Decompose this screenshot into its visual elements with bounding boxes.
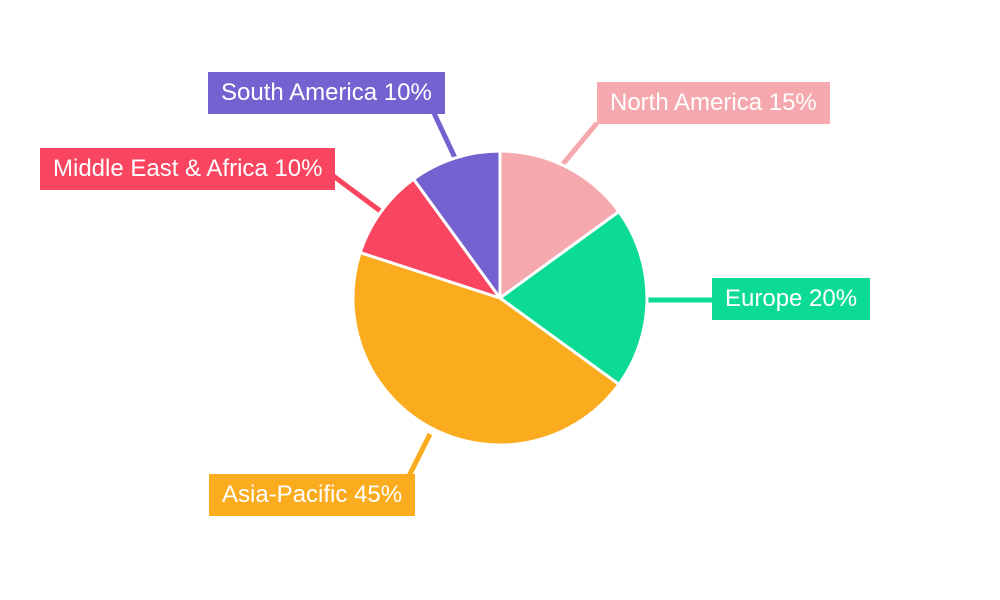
pie-slice-south-america[interactable]	[412, 149, 502, 300]
pie-slices	[351, 149, 649, 447]
pie-slice-north-america[interactable]	[498, 149, 621, 300]
callout-label-south-america: South America 10%	[208, 72, 445, 114]
callout-label-asia-pacific: Asia-Pacific 45%	[209, 474, 416, 516]
pie-slice-asia-pacific[interactable]	[351, 251, 621, 447]
callout-label-europe: Europe 20%	[712, 278, 871, 320]
leader-line-north-america	[556, 121, 599, 172]
leader-line-south-america	[430, 109, 459, 162]
callout-label-north-america: North America 15%	[597, 82, 830, 124]
pie-slice-europe[interactable]	[498, 210, 649, 386]
pie-slice-middle-east-africa[interactable]	[358, 177, 502, 300]
leader-line-asia-pacific	[405, 432, 433, 480]
leader-lines	[326, 109, 714, 480]
leader-line-middle-east-africa	[326, 169, 385, 216]
callout-label-middle-east-africa: Middle East & Africa 10%	[40, 148, 336, 190]
